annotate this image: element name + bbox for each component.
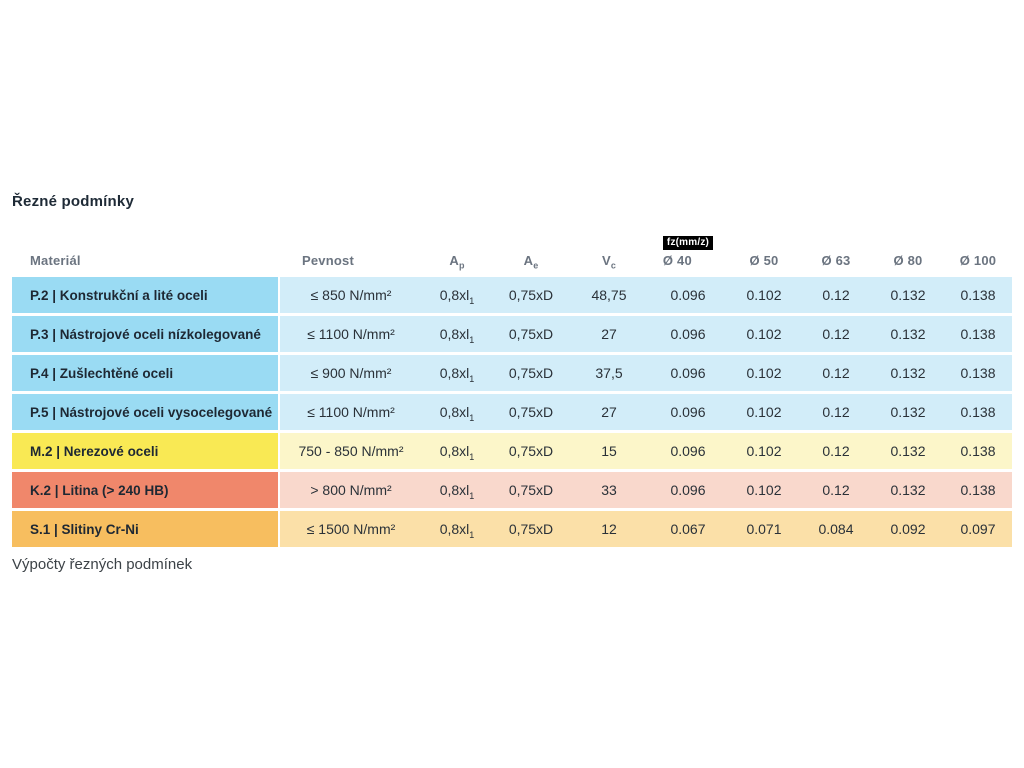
column-header-d40: fz(mm/z) Ø 40 (648, 224, 728, 277)
ap-cell: 0,8xl1 (422, 472, 492, 511)
section-title-calculations: Výpočty řezných podmínek (12, 556, 193, 573)
fz-d40-cell: 0.067 (648, 511, 728, 550)
fz-d50-cell: 0.102 (728, 433, 800, 472)
fz-d63-cell: 0.12 (800, 277, 872, 316)
fz-d63-cell: 0.12 (800, 316, 872, 355)
column-header-ap: Ap (449, 253, 465, 271)
pevnost-cell: > 800 N/mm² (280, 472, 422, 511)
material-cell: K.2 | Litina (> 240 HB) (12, 472, 280, 511)
vc-cell: 27 (570, 316, 648, 355)
vc-cell: 37,5 (570, 355, 648, 394)
vc-cell: 15 (570, 433, 648, 472)
pevnost-cell: ≤ 1100 N/mm² (280, 316, 422, 355)
vc-cell: 48,75 (570, 277, 648, 316)
ae-cell: 0,75xD (492, 511, 570, 550)
ae-cell: 0,75xD (492, 277, 570, 316)
vc-cell: 27 (570, 394, 648, 433)
fz-d40-cell: 0.096 (648, 316, 728, 355)
ap-cell: 0,8xl1 (422, 433, 492, 472)
table-header-row: Materiál Pevnost Ap Ae Vc fz(mm/z) Ø 40 … (12, 224, 1012, 277)
table-row: P.4 | Zušlechtěné oceli ≤ 900 N/mm² 0,8x… (12, 355, 1012, 394)
material-cell: M.2 | Nerezové oceli (12, 433, 280, 472)
ae-cell: 0,75xD (492, 433, 570, 472)
column-header-material: Materiál (30, 253, 81, 268)
fz-d50-cell: 0.071 (728, 511, 800, 550)
page-title: Řezné podmínky (12, 193, 134, 210)
ap-cell: 0,8xl1 (422, 277, 492, 316)
ap-cell: 0,8xl1 (422, 316, 492, 355)
column-header-d63: Ø 63 (821, 253, 851, 268)
material-cell: P.2 | Konstrukční a lité oceli (12, 277, 280, 316)
fz-d100-cell: 0.097 (944, 511, 1012, 550)
vc-cell: 12 (570, 511, 648, 550)
fz-d80-cell: 0.132 (872, 316, 944, 355)
ae-cell: 0,75xD (492, 472, 570, 511)
fz-d40-cell: 0.096 (648, 394, 728, 433)
material-cell: P.3 | Nástrojové oceli nízkolegované (12, 316, 280, 355)
column-header-d50: Ø 50 (749, 253, 779, 268)
vc-cell: 33 (570, 472, 648, 511)
ap-cell: 0,8xl1 (422, 511, 492, 550)
pevnost-cell: ≤ 850 N/mm² (280, 277, 422, 316)
table-row: M.2 | Nerezové oceli 750 - 850 N/mm² 0,8… (12, 433, 1012, 472)
ap-cell: 0,8xl1 (422, 394, 492, 433)
ae-cell: 0,75xD (492, 316, 570, 355)
material-cell: P.4 | Zušlechtěné oceli (12, 355, 280, 394)
fz-d100-cell: 0.138 (944, 355, 1012, 394)
table-row: P.3 | Nástrojové oceli nízkolegované ≤ 1… (12, 316, 1012, 355)
column-header-d100: Ø 100 (959, 253, 997, 268)
column-header-pevnost: Pevnost (302, 253, 354, 268)
fz-d80-cell: 0.092 (872, 511, 944, 550)
pevnost-cell: ≤ 900 N/mm² (280, 355, 422, 394)
table-row: P.5 | Nástrojové oceli vysocelegované ≤ … (12, 394, 1012, 433)
fz-d50-cell: 0.102 (728, 355, 800, 394)
fz-d80-cell: 0.132 (872, 355, 944, 394)
cutting-conditions-table: Materiál Pevnost Ap Ae Vc fz(mm/z) Ø 40 … (12, 224, 1012, 550)
fz-d50-cell: 0.102 (728, 394, 800, 433)
column-header-vc: Vc (601, 253, 617, 271)
fz-d100-cell: 0.138 (944, 316, 1012, 355)
fz-d100-cell: 0.138 (944, 472, 1012, 511)
fz-d100-cell: 0.138 (944, 277, 1012, 316)
column-header-d40-label: Ø 40 (662, 253, 692, 268)
fz-d63-cell: 0.12 (800, 472, 872, 511)
ae-cell: 0,75xD (492, 355, 570, 394)
table-row: P.2 | Konstrukční a lité oceli ≤ 850 N/m… (12, 277, 1012, 316)
fz-d50-cell: 0.102 (728, 316, 800, 355)
fz-d80-cell: 0.132 (872, 472, 944, 511)
table-row: S.1 | Slitiny Cr-Ni ≤ 1500 N/mm² 0,8xl1 … (12, 511, 1012, 550)
fz-d40-cell: 0.096 (648, 433, 728, 472)
fz-d40-cell: 0.096 (648, 472, 728, 511)
ae-cell: 0,75xD (492, 394, 570, 433)
fz-d100-cell: 0.138 (944, 433, 1012, 472)
fz-d50-cell: 0.102 (728, 277, 800, 316)
material-cell: P.5 | Nástrojové oceli vysocelegované (12, 394, 280, 433)
fz-d63-cell: 0.12 (800, 394, 872, 433)
fz-d40-cell: 0.096 (648, 277, 728, 316)
fz-d80-cell: 0.132 (872, 433, 944, 472)
fz-d80-cell: 0.132 (872, 394, 944, 433)
fz-unit-badge: fz(mm/z) (662, 236, 714, 250)
pevnost-cell: ≤ 1100 N/mm² (280, 394, 422, 433)
column-header-d80: Ø 80 (893, 253, 923, 268)
material-cell: S.1 | Slitiny Cr-Ni (12, 511, 280, 550)
ap-cell: 0,8xl1 (422, 355, 492, 394)
pevnost-cell: 750 - 850 N/mm² (280, 433, 422, 472)
fz-d100-cell: 0.138 (944, 394, 1012, 433)
fz-d50-cell: 0.102 (728, 472, 800, 511)
pevnost-cell: ≤ 1500 N/mm² (280, 511, 422, 550)
fz-d80-cell: 0.132 (872, 277, 944, 316)
column-header-ae: Ae (523, 253, 539, 271)
fz-d40-cell: 0.096 (648, 355, 728, 394)
table-row: K.2 | Litina (> 240 HB) > 800 N/mm² 0,8x… (12, 472, 1012, 511)
fz-d63-cell: 0.12 (800, 355, 872, 394)
fz-d63-cell: 0.12 (800, 433, 872, 472)
fz-d63-cell: 0.084 (800, 511, 872, 550)
